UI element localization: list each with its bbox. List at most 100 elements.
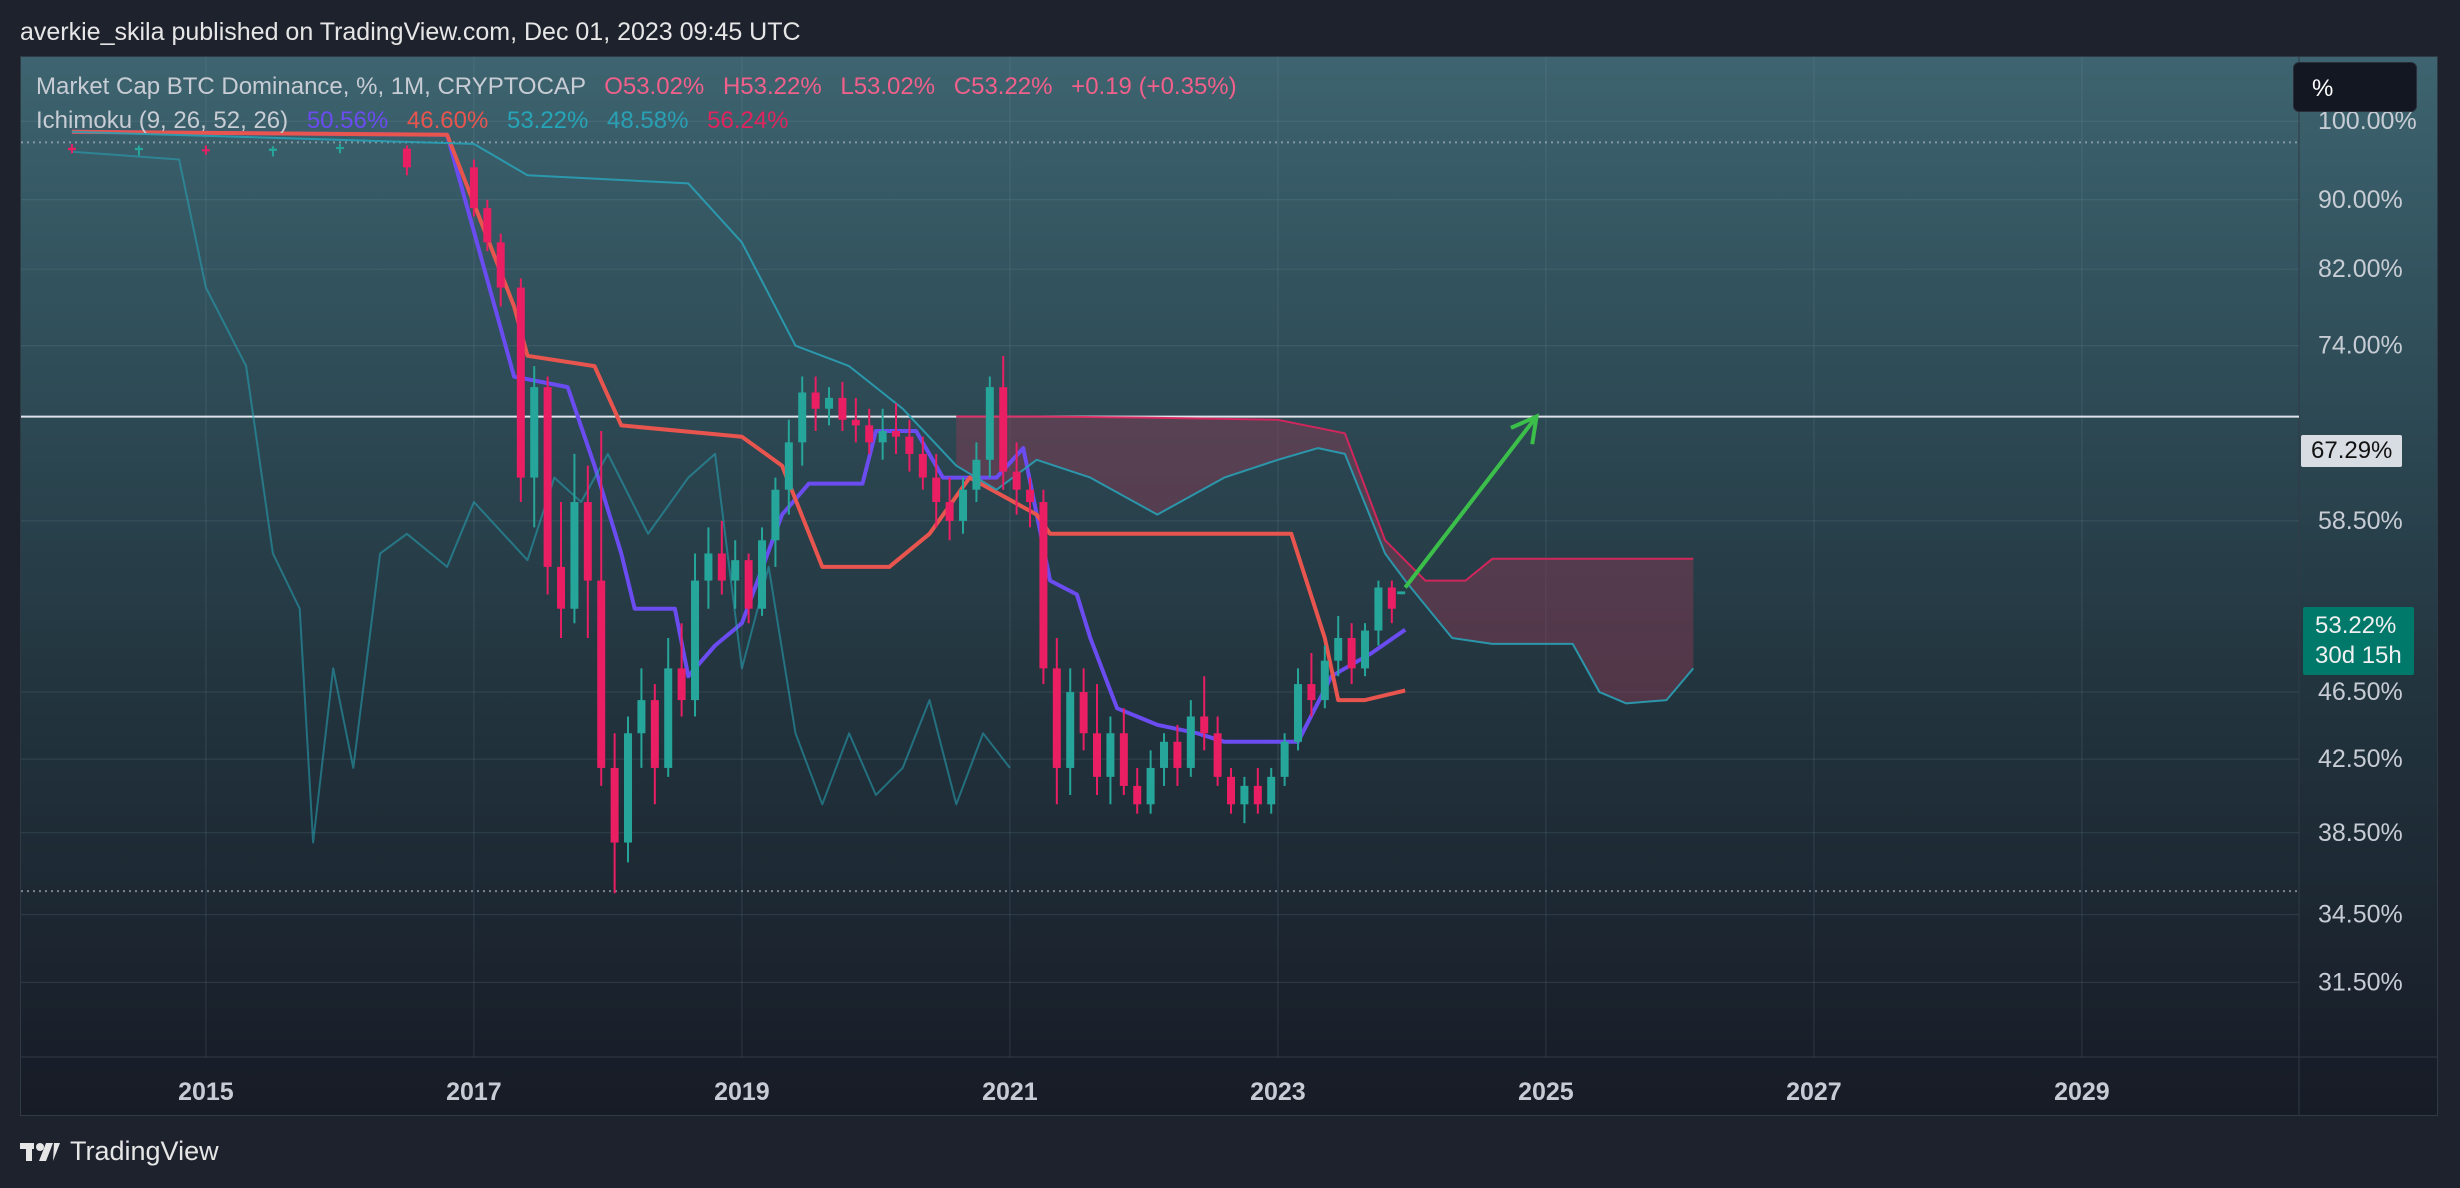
y-tick-label: 74.00% bbox=[2318, 332, 2403, 360]
last-price-value: 53.22% bbox=[2315, 612, 2397, 639]
lagging-span-line bbox=[71, 150, 1011, 844]
x-tick-label: 2023 bbox=[1250, 1078, 1306, 1106]
candle bbox=[811, 376, 820, 431]
candle bbox=[543, 376, 552, 595]
candle-body bbox=[1186, 716, 1195, 768]
candle bbox=[1334, 615, 1343, 677]
y-tick-label: 58.50% bbox=[2318, 507, 2403, 535]
candle-body bbox=[402, 148, 411, 168]
leading-span-b-line bbox=[956, 415, 1694, 582]
candle bbox=[268, 146, 277, 157]
candle bbox=[1307, 653, 1316, 717]
percent-scale-button[interactable]: % bbox=[2293, 62, 2417, 112]
candle-body bbox=[999, 387, 1008, 472]
candle-body bbox=[1052, 668, 1061, 768]
y-tick-label: 31.50% bbox=[2318, 968, 2403, 996]
candle-body bbox=[972, 459, 981, 490]
candle bbox=[1066, 668, 1075, 796]
symbol-name: Market Cap BTC Dominance, %, 1M, CRYPTOC… bbox=[36, 73, 586, 100]
candle-body bbox=[691, 580, 700, 701]
candle bbox=[1093, 684, 1102, 796]
candle-body bbox=[825, 397, 834, 409]
indicator-name: Ichimoku (9, 26, 52, 26) bbox=[36, 107, 289, 134]
candle-body bbox=[583, 502, 592, 581]
candle bbox=[1026, 477, 1035, 528]
candle bbox=[1052, 637, 1061, 805]
price-axis: 100.00%90.00%82.00%74.00%58.50%46.50%42.… bbox=[2318, 107, 2417, 996]
candle-body bbox=[1133, 785, 1142, 805]
grid bbox=[21, 57, 2437, 1115]
trend-arrow-head-icon bbox=[1510, 413, 1540, 445]
candle bbox=[798, 376, 807, 466]
candle bbox=[1280, 733, 1289, 786]
candle-body bbox=[1387, 587, 1396, 609]
indicator-lines bbox=[71, 129, 1695, 844]
x-tick-label: 2025 bbox=[1518, 1078, 1574, 1106]
candle-body bbox=[1200, 716, 1209, 734]
candle bbox=[932, 453, 941, 528]
candle bbox=[1240, 776, 1249, 824]
candle-body bbox=[905, 436, 914, 454]
ohlc-change: +0.19 (+0.35%) bbox=[1071, 73, 1237, 100]
candle-body bbox=[945, 502, 954, 521]
candle-body bbox=[516, 287, 525, 478]
candle bbox=[677, 623, 686, 717]
candle-body bbox=[932, 477, 941, 503]
candle-body bbox=[1374, 587, 1383, 631]
brand-name: TradingView bbox=[70, 1136, 219, 1166]
candle bbox=[1320, 645, 1329, 709]
header-bar: averkie_skila published on TradingView.c… bbox=[0, 0, 2460, 56]
candle-body bbox=[335, 147, 344, 150]
candles bbox=[67, 143, 1406, 894]
cloud-area bbox=[956, 416, 1694, 704]
candle-body bbox=[1347, 637, 1356, 669]
candle bbox=[1039, 489, 1048, 685]
x-tick-label: 2027 bbox=[1786, 1078, 1842, 1106]
candle-body bbox=[543, 387, 552, 567]
candle bbox=[469, 159, 478, 217]
chart-canvas[interactable]: 100.00%90.00%82.00%74.00%58.50%46.50%42.… bbox=[21, 57, 2437, 1115]
candle bbox=[1133, 767, 1142, 814]
candle-body bbox=[1079, 692, 1088, 734]
x-tick-label: 2019 bbox=[714, 1078, 770, 1106]
symbol-legend[interactable]: Market Cap BTC Dominance, %, 1M, CRYPTOC… bbox=[36, 73, 1237, 101]
candle-body bbox=[1334, 637, 1343, 661]
candle bbox=[851, 397, 860, 443]
candle-body bbox=[1253, 785, 1262, 805]
y-tick-label: 38.50% bbox=[2318, 819, 2403, 847]
candle bbox=[878, 408, 887, 460]
candle-body bbox=[677, 668, 686, 701]
candle-body bbox=[985, 387, 994, 460]
candle bbox=[1173, 724, 1182, 786]
x-tick-label: 2021 bbox=[982, 1078, 1038, 1106]
time-axis: 2015 2017 2019 2021 2023 2025 2027 2029 bbox=[178, 1078, 2110, 1106]
candle bbox=[335, 143, 344, 154]
indicator-legend[interactable]: Ichimoku (9, 26, 52, 26) 50.56% 46.60% 5… bbox=[36, 107, 789, 135]
candle-body bbox=[1160, 741, 1169, 768]
candle-body bbox=[496, 242, 505, 288]
candle-body bbox=[811, 392, 820, 409]
candle bbox=[496, 233, 505, 307]
candle-body bbox=[717, 553, 726, 581]
candle bbox=[1160, 733, 1169, 786]
brand-link[interactable]: TradingView bbox=[20, 1136, 219, 1167]
candle-body bbox=[624, 733, 633, 843]
ohlc-close: C53.22% bbox=[953, 73, 1053, 100]
candle-body bbox=[1307, 684, 1316, 701]
chart-pane[interactable]: 100.00% 90.00% 82.00% 74.00% 58.50% 46.50% 42.… bbox=[20, 56, 2438, 1116]
candle bbox=[610, 733, 619, 894]
candle bbox=[972, 442, 981, 503]
candle bbox=[1397, 591, 1406, 595]
candle-body bbox=[557, 566, 566, 609]
candle-body bbox=[637, 700, 646, 734]
candle-body bbox=[798, 392, 807, 443]
candle-body bbox=[784, 442, 793, 490]
candle-body bbox=[892, 430, 901, 437]
candle-body bbox=[1026, 489, 1035, 503]
x-tick-label: 2029 bbox=[2054, 1078, 2110, 1106]
candle bbox=[1186, 700, 1195, 777]
candle bbox=[691, 553, 700, 717]
candle bbox=[784, 419, 793, 515]
candle bbox=[570, 453, 579, 624]
candle-body bbox=[268, 148, 277, 151]
